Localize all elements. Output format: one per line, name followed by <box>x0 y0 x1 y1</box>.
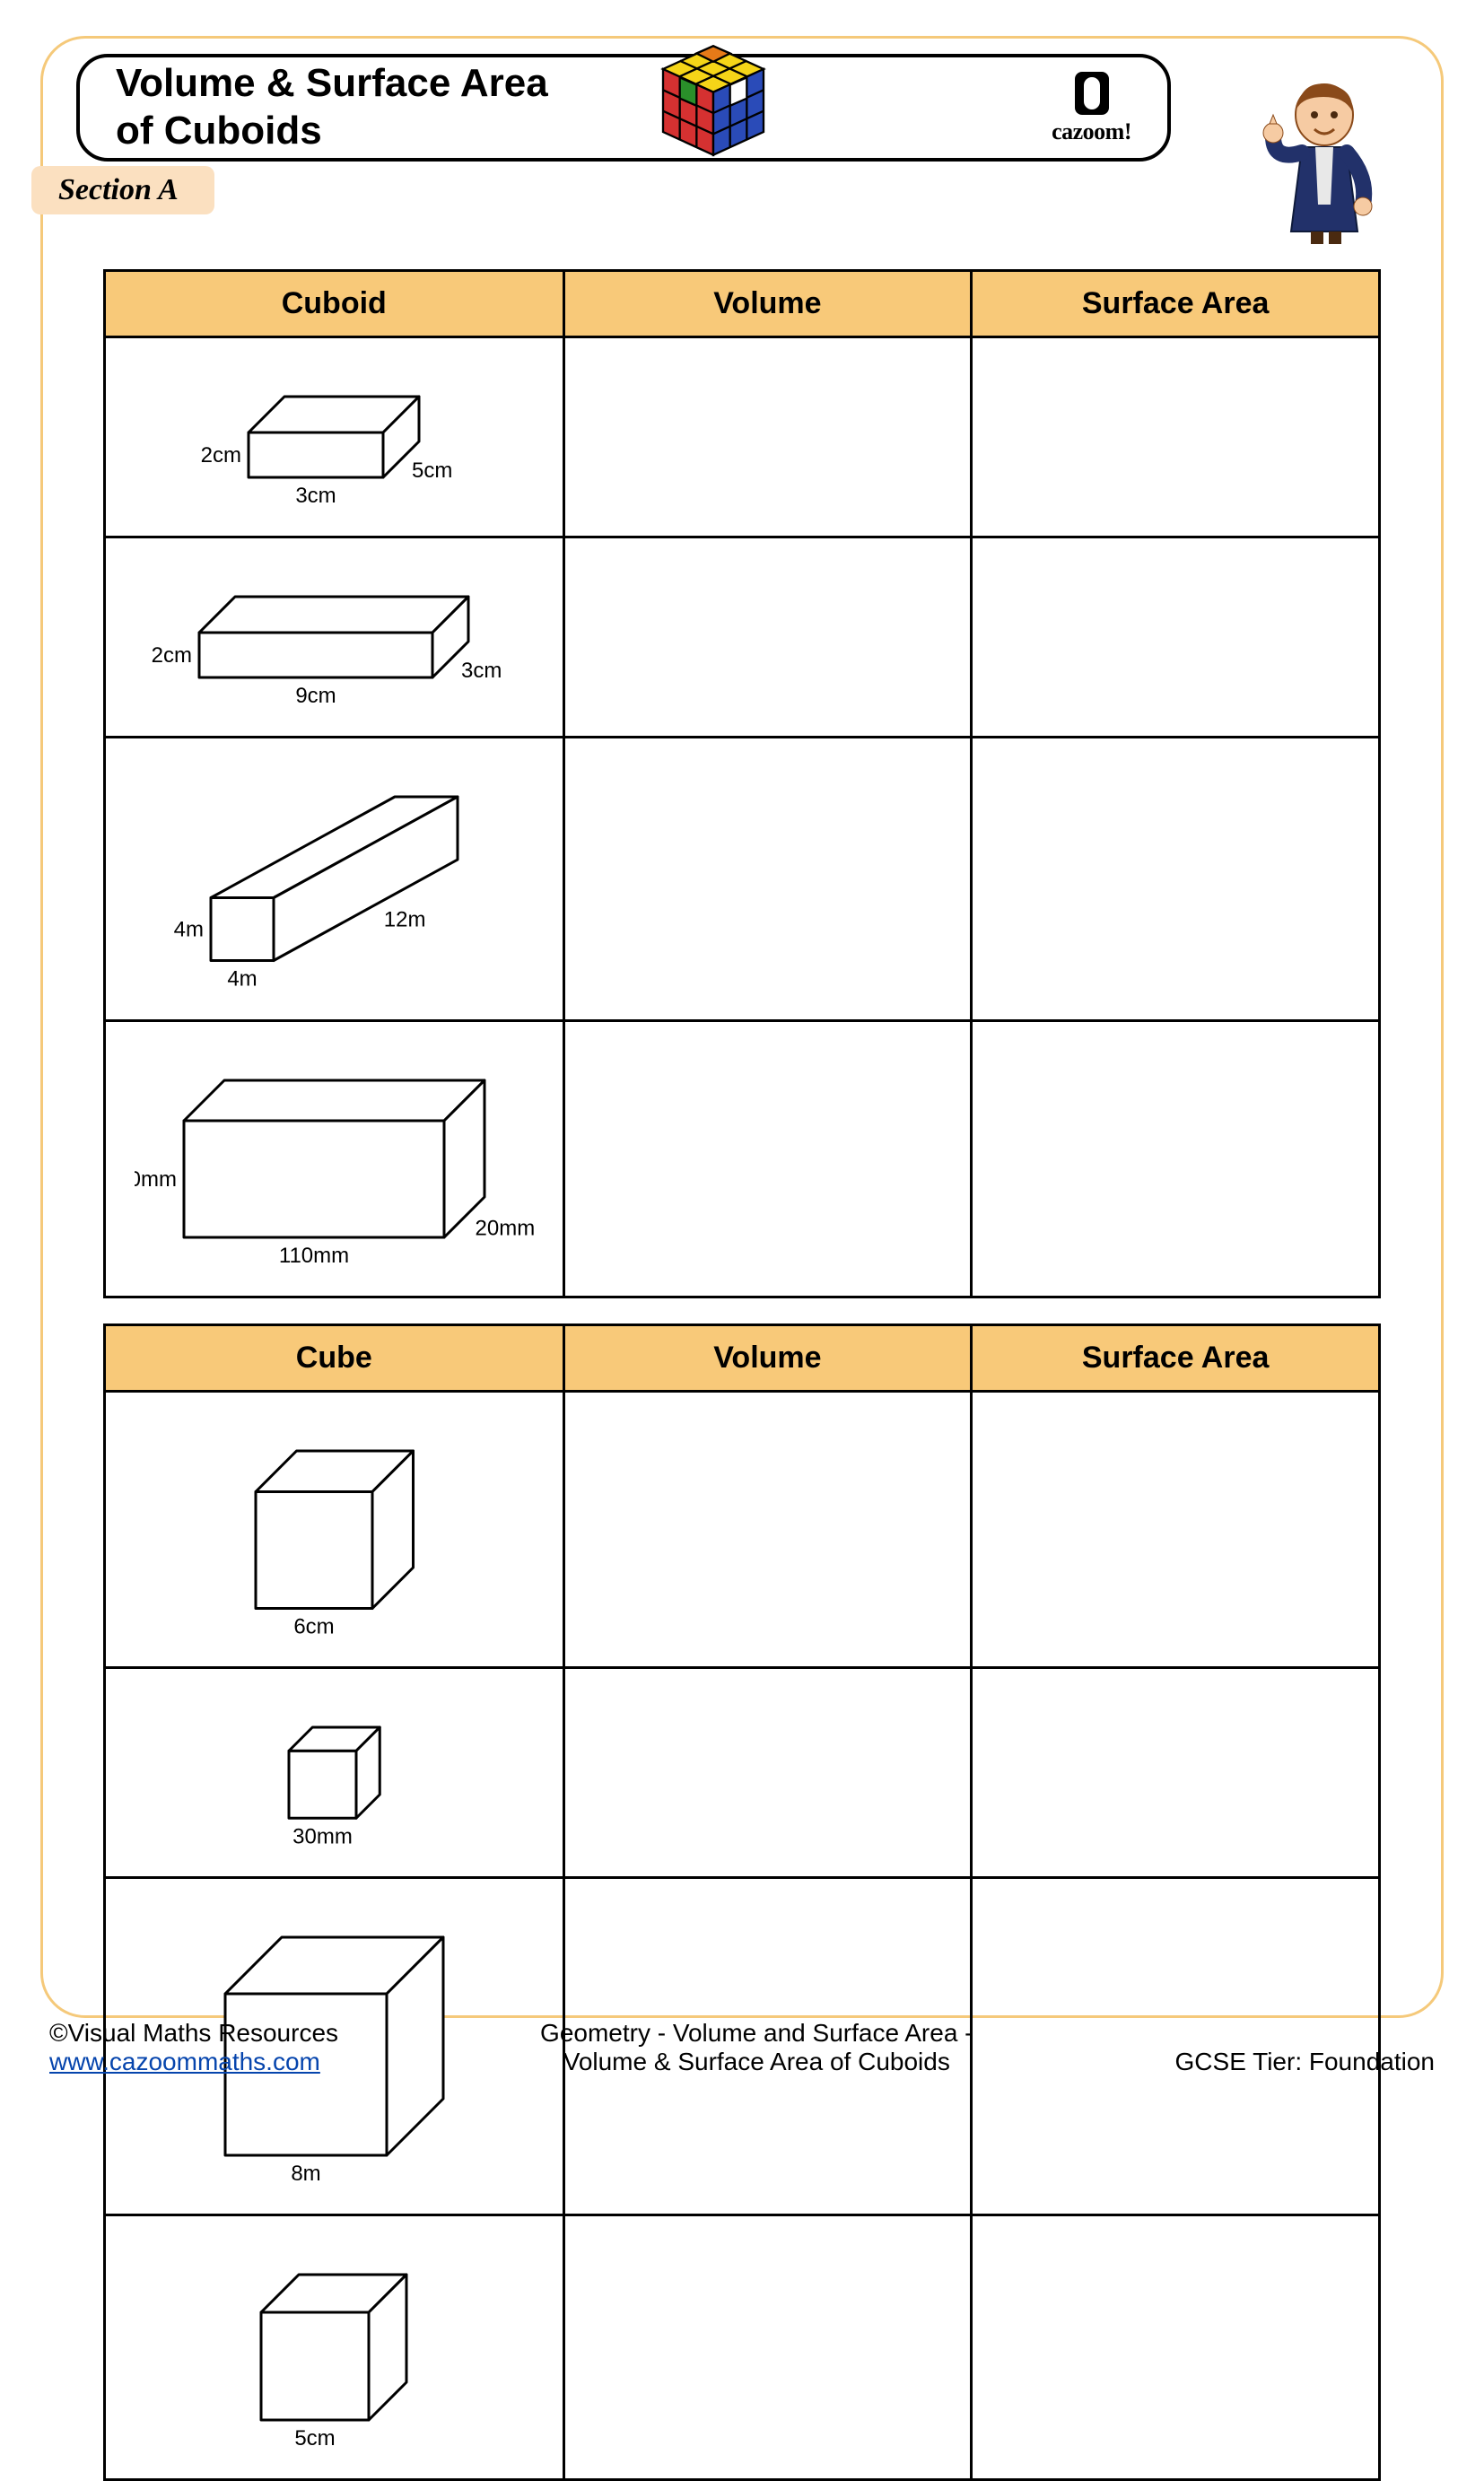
table-row: 2cm 9cm 3cm <box>105 537 1380 738</box>
svg-text:9cm: 9cm <box>296 684 336 708</box>
footer-topic-line2: Volume & Surface Area of Cuboids <box>563 2048 950 2075</box>
table-row: 6cm <box>105 1391 1380 1668</box>
title-line-1: Volume & Surface Area <box>116 61 548 105</box>
shape-cell: 6cm <box>105 1391 564 1668</box>
svg-text:30mm: 30mm <box>292 1824 353 1848</box>
answer-cell-surface-area[interactable] <box>972 1020 1380 1297</box>
answer-cell-volume[interactable] <box>563 337 972 537</box>
svg-text:2cm: 2cm <box>152 643 192 668</box>
col-header-surface-area: Surface Area <box>972 271 1380 337</box>
cuboid-table: Cuboid Volume Surface Area 2cm 3cm 5cm 2cm… <box>103 269 1381 1298</box>
table-row: 70mm 110mm 20mm <box>105 1020 1380 1297</box>
header: Volume & Surface Area of Cuboids cazoom! <box>76 54 1381 179</box>
copyright-text: ©Visual Maths Resources <box>49 2019 338 2047</box>
svg-text:3cm: 3cm <box>296 484 336 508</box>
table-row: 4m 4m 12m <box>105 738 1380 1021</box>
col-header-cube: Cube <box>105 1324 564 1391</box>
cube-shape-icon: 30mm <box>240 1678 429 1867</box>
answer-cell-volume[interactable] <box>563 1391 972 1668</box>
section-a-label: Section A <box>31 166 214 214</box>
col-header-volume: Volume <box>563 1324 972 1391</box>
answer-cell-volume[interactable] <box>563 1020 972 1297</box>
col-header-surface-area: Surface Area <box>972 1324 1380 1391</box>
svg-text:8m: 8m <box>291 2162 320 2186</box>
table-row: 5cm <box>105 2215 1380 2480</box>
answer-cell-volume[interactable] <box>563 2215 972 2480</box>
doorway-icon <box>1071 70 1113 117</box>
shape-cell: 2cm 3cm 5cm <box>105 337 564 537</box>
svg-text:4m: 4m <box>173 918 203 942</box>
answer-cell-volume[interactable] <box>563 738 972 1021</box>
footer-topic-line1: Geometry - Volume and Surface Area - <box>540 2019 973 2047</box>
answer-cell-surface-area[interactable] <box>972 738 1380 1021</box>
footer-link[interactable]: www.cazoommaths.com <box>49 2048 320 2075</box>
answer-cell-surface-area[interactable] <box>972 337 1380 537</box>
svg-text:5cm: 5cm <box>412 459 452 483</box>
prism-shape-icon: 4m 4m 12m <box>161 747 507 1010</box>
svg-text:3cm: 3cm <box>461 659 502 683</box>
answer-cell-surface-area[interactable] <box>972 537 1380 738</box>
rubiks-cube-icon <box>650 38 776 163</box>
cuboid-shape-icon: 2cm 3cm 5cm <box>199 347 468 527</box>
brand-logo: cazoom! <box>1052 70 1131 145</box>
footer-left: ©Visual Maths Resources www.cazoommaths.… <box>49 2019 338 2076</box>
answer-cell-volume[interactable] <box>563 1668 972 1878</box>
answer-cell-surface-area[interactable] <box>972 1391 1380 1668</box>
svg-text:6cm: 6cm <box>293 1614 334 1638</box>
answer-cell-surface-area[interactable] <box>972 2215 1380 2480</box>
table-row: 2cm 3cm 5cm <box>105 337 1380 537</box>
svg-text:2cm: 2cm <box>201 443 241 467</box>
mascot-icon <box>1257 70 1392 249</box>
svg-text:12m: 12m <box>384 908 426 932</box>
svg-text:70mm: 70mm <box>135 1167 177 1192</box>
footer: ©Visual Maths Resources www.cazoommaths.… <box>49 2019 1435 2076</box>
shape-cell: 5cm <box>105 2215 564 2480</box>
svg-text:110mm: 110mm <box>279 1244 349 1268</box>
svg-text:20mm: 20mm <box>475 1216 534 1240</box>
answer-cell-surface-area[interactable] <box>972 1668 1380 1878</box>
title-line-2: of Cuboids <box>116 109 322 153</box>
answer-cell-volume[interactable] <box>563 537 972 738</box>
col-header-cuboid: Cuboid <box>105 271 564 337</box>
brand-text: cazoom! <box>1052 118 1131 144</box>
footer-right: GCSE Tier: Foundation <box>1175 2048 1435 2076</box>
shape-cell: 70mm 110mm 20mm <box>105 1020 564 1297</box>
shape-cell: 4m 4m 12m <box>105 738 564 1021</box>
footer-center: Geometry - Volume and Surface Area - Vol… <box>540 2019 973 2076</box>
shape-cell: 2cm 9cm 3cm <box>105 537 564 738</box>
worksheet-title: Volume & Surface Area of Cuboids <box>116 60 548 155</box>
table-header-row: Cube Volume Surface Area <box>105 1324 1380 1391</box>
cube-shape-icon: 6cm <box>206 1402 463 1658</box>
content: Cuboid Volume Surface Area 2cm 3cm 5cm 2cm… <box>103 269 1381 2481</box>
svg-text:4m: 4m <box>227 967 257 992</box>
cube-shape-icon: 5cm <box>212 2225 456 2469</box>
cuboid-shape-icon: 2cm 9cm 3cm <box>150 547 518 727</box>
table-row: 30mm <box>105 1668 1380 1878</box>
cuboid-shape-icon: 70mm 110mm 20mm <box>135 1031 534 1287</box>
title-box: Volume & Surface Area of Cuboids cazoom! <box>76 54 1171 162</box>
svg-text:5cm: 5cm <box>295 2426 336 2450</box>
cube-table: Cube Volume Surface Area 6cm 30mm 8m <box>103 1323 1381 2481</box>
col-header-volume: Volume <box>563 271 972 337</box>
shape-cell: 30mm <box>105 1668 564 1878</box>
table-header-row: Cuboid Volume Surface Area <box>105 271 1380 337</box>
